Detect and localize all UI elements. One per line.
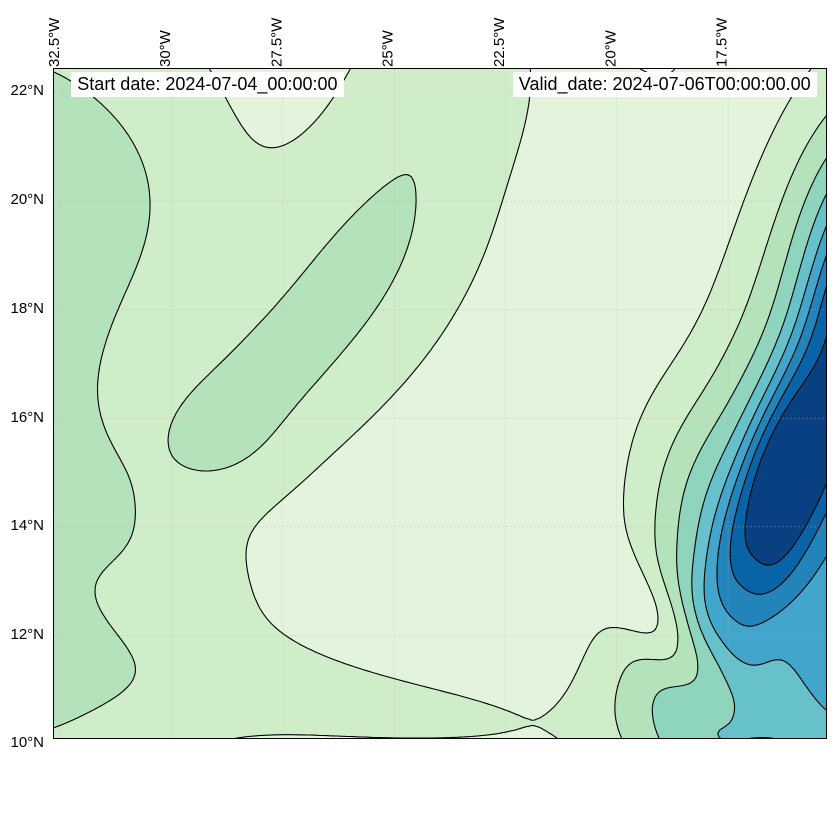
svg-text:27.5°W: 27.5°W xyxy=(268,17,285,67)
svg-text:17.5°W: 17.5°W xyxy=(714,17,731,67)
svg-text:22.5°W: 22.5°W xyxy=(491,17,508,67)
svg-text:25°W: 25°W xyxy=(380,29,397,67)
svg-text:30°W: 30°W xyxy=(157,29,174,67)
svg-text:20°W: 20°W xyxy=(602,29,619,67)
